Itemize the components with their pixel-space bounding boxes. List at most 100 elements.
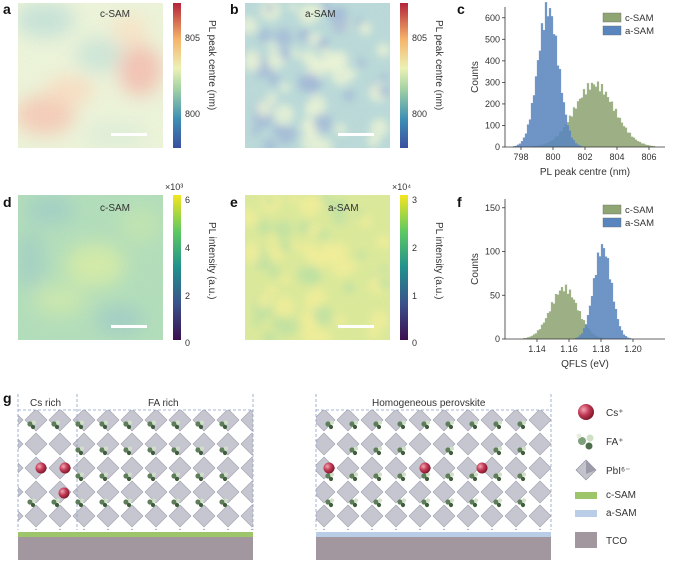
histogram-bar [556,65,560,148]
fa-molecule [99,472,109,482]
legend-fa: FA⁺ [606,437,624,448]
histogram-bar [546,16,550,148]
histogram-bar [546,312,550,340]
colorbar-d-label: PL intensity (a.u.) [206,222,217,299]
histogram-bar [638,141,642,148]
panel-letter-b: b [230,1,239,17]
y-tick-label: 0 [495,334,500,344]
schematic-left: Cs rich FA rich [17,394,254,560]
fa-molecule [493,498,503,508]
histogram-bar [576,101,580,148]
histogram-bar [586,314,590,340]
histogram-bar [600,244,604,340]
histogram-bar [566,125,570,148]
fa-molecule [349,472,359,482]
cs-ion [35,462,47,474]
histogram-bar [542,30,546,148]
x-tick-label: 804 [609,152,624,162]
histogram-bar [564,114,568,148]
panel-letter-a: a [3,1,11,17]
fa-molecule [373,472,383,482]
y-axis-label: Counts [470,61,481,93]
histogram-bar [564,284,568,340]
histogram-bar [626,132,630,148]
histogram-bar [610,282,614,340]
fa-molecule [349,498,359,508]
histogram-bar [588,89,592,148]
map-e [245,195,390,340]
histogram-bar [584,324,588,340]
colorbar-e-tick: 3 [412,195,417,205]
histogram-bar [562,291,566,340]
colorbar-d-tick: 6 [185,195,190,205]
histogram-bar [550,16,554,148]
colorbar-d-multiplier: ×10³ [165,182,183,192]
histogram-bar [522,137,526,148]
fa-molecule [517,498,527,508]
fa-molecule [219,446,229,456]
histogram-bar [578,98,582,148]
colorbar-a-tick: 800 [185,109,200,119]
scale-bar [338,325,374,328]
scale-bar [111,325,147,328]
histogram-bar [524,133,528,148]
histogram-bar [528,119,532,148]
legend-label: c-SAM [625,13,654,24]
scale-bar [111,133,147,136]
c-sam-layer [18,532,253,537]
legend-cs: Cs⁺ [606,408,624,419]
histogram-bar [620,330,624,340]
histogram-bar [540,324,544,340]
histogram-bar [594,274,598,340]
fa-molecule [469,420,479,430]
fa-molecule [373,446,383,456]
y-tick-label: 0 [495,142,500,152]
fa-molecule [421,420,431,430]
legend-tco: TCO [606,536,627,547]
histogram-bar [614,108,618,148]
x-axis-label: PL peak centre (nm) [540,167,630,178]
histogram-f: 1.14 1.16 1.18 1.20 0 50 100 150 QFLS (eV) Counts… [470,199,665,370]
cs-ion [476,462,488,474]
map-a-inset-label: c-SAM [100,9,130,20]
fa-molecule [219,420,229,430]
fa-molecule [147,420,157,430]
histogram-bar [628,132,632,148]
histogram-bar [558,69,562,148]
map-e-inset-label: a-SAM [328,203,359,214]
histogram-bar [596,81,600,148]
colorbar-a-label: PL peak centre (nm) [206,20,217,110]
y-tick-label: 100 [485,120,500,130]
histogram-bar [576,310,580,340]
fa-molecule [123,498,133,508]
histogram-bar [540,23,544,148]
histogram-bar [554,294,558,340]
colorbar-e-label: PL intensity (a.u.) [433,222,444,299]
histogram-bar [624,336,628,340]
histogram-bar [530,102,534,148]
histogram-bar [536,60,540,148]
histogram-bar [616,319,620,340]
scale-bar [338,133,374,136]
cs-ion [323,462,335,474]
fa-molecule [171,446,181,456]
histogram-bar [642,143,646,148]
x-tick-label: 1.14 [528,344,546,354]
colorbar-e-tick: 2 [412,243,417,253]
histogram-bar [634,139,638,148]
cs-ion-icon [578,404,594,420]
fa-molecule [123,446,133,456]
histogram-bar [520,141,524,148]
histogram-bar [580,333,584,340]
histogram-bar [562,102,566,148]
map-d-inset-label: c-SAM [100,203,130,214]
fa-molecule [349,446,359,456]
fa-molecule [445,472,455,482]
cs-ion [419,462,431,474]
legend-label: c-SAM [625,205,654,216]
perovskite-lattice-left [18,410,253,530]
fa-molecule [517,472,527,482]
histogram-bar [568,130,572,148]
region-fa-rich: FA rich [148,398,179,409]
